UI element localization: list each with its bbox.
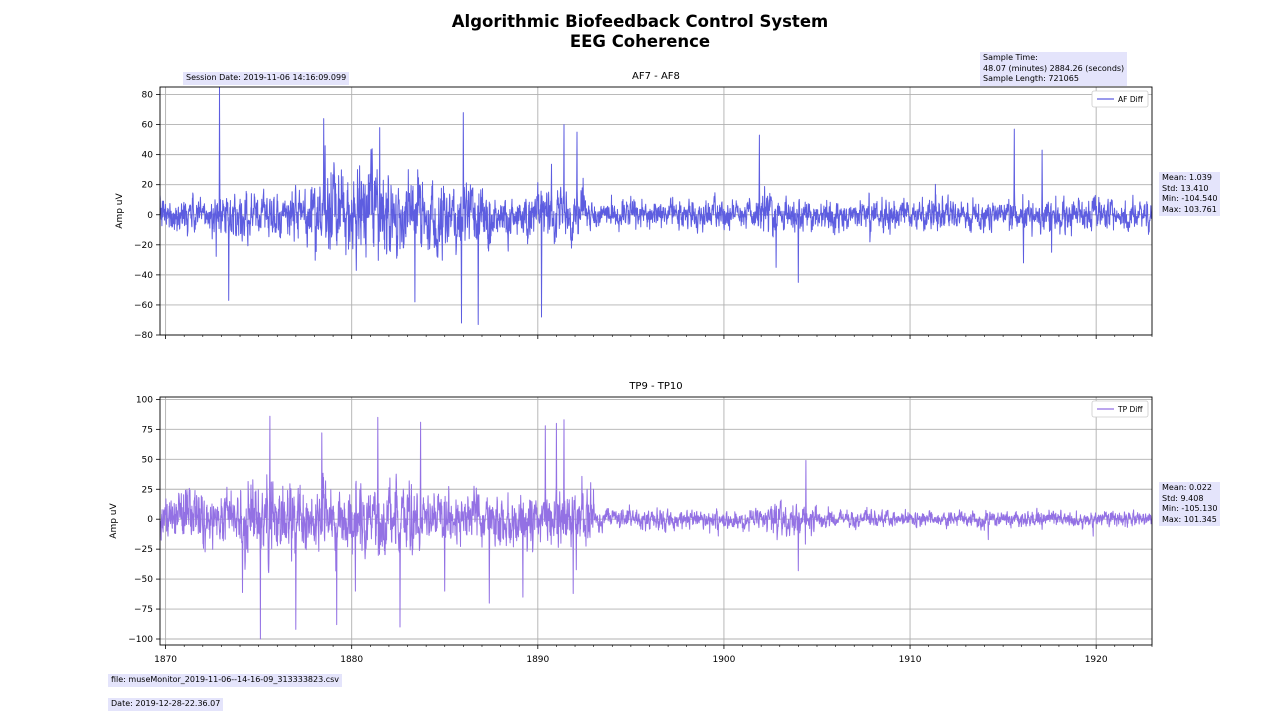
x-tick-label: 1900 — [712, 655, 735, 665]
chart-panel: −80 −60 −40 −20 0 20 40 60 80 AF7 - AF8 Amp uV AF D… — [115, 71, 1153, 341]
y-tick-label: 0 — [147, 515, 153, 525]
stats-line: Min: -104.540 — [1162, 194, 1218, 203]
stats-box-tp: Mean: 0.022 Std: 9.408 Min: -105.130 Max… — [1159, 482, 1221, 526]
x-tick-label: 1870 — [154, 655, 177, 665]
series-line-af-diff — [160, 87, 1152, 325]
y-tick-label: 40 — [142, 151, 154, 161]
plot-frame — [159, 396, 1153, 646]
legend-box — [1091, 400, 1149, 418]
sample-time-line: 48.07 (minutes) 2884.26 (seconds) — [983, 63, 1125, 73]
y-tick-label: −75 — [134, 605, 153, 615]
y-tick-label: 80 — [142, 91, 154, 101]
session-date-box: Session Date: 2019-11-06 14:16:09.099 — [183, 72, 350, 85]
y-tick-label: −25 — [134, 545, 153, 555]
figure-title-block: Algorithmic Biofeedback Control System E… — [0, 12, 1280, 52]
stats-line: Max: 101.345 — [1162, 514, 1217, 524]
y-tick-label: −40 — [134, 271, 153, 281]
legend-label: AF Diff — [1118, 95, 1144, 104]
x-tick-label: 1880 — [340, 655, 363, 665]
y-tick-label: −50 — [134, 575, 153, 585]
y-tick-label: 0 — [147, 211, 153, 221]
file-label-box: file: museMonitor_2019-11-06--14-16-09_3… — [108, 674, 343, 687]
y-tick-label: −20 — [134, 241, 153, 251]
sample-time-box: Sample Time: 48.07 (minutes) 2884.26 (se… — [980, 52, 1128, 86]
chart-title: AF7 - AF8 — [632, 71, 680, 82]
y-tick-label: −80 — [134, 331, 153, 341]
y-tick-label: 75 — [142, 425, 153, 435]
y-axis-label: Amp uV — [115, 192, 125, 228]
x-tick-label: 1890 — [526, 655, 549, 665]
legend: TP Diff — [1091, 400, 1149, 418]
sample-time-line: Sample Length: 721065 — [983, 74, 1079, 83]
y-tick-label: 60 — [142, 121, 154, 131]
chart-panel: 1870 1880 1890 1900 1910 1920 −100 −75 −50 −25 0 25… — [109, 381, 1153, 665]
y-tick-label: −100 — [128, 635, 153, 645]
y-tick-label: 20 — [142, 181, 154, 191]
date-label-box: Date: 2019-12-28-22.36.07 — [108, 698, 224, 711]
legend-label: TP Diff — [1117, 405, 1143, 414]
x-tick-label: 1910 — [899, 655, 922, 665]
y-tick-label: −60 — [134, 301, 153, 311]
series-line-tp-diff — [160, 415, 1152, 640]
stats-line: Mean: 1.039 — [1162, 173, 1212, 182]
y-tick-label: 25 — [142, 485, 153, 495]
y-tick-label: 50 — [142, 455, 154, 465]
stats-line: Min: -105.130 — [1162, 504, 1218, 513]
x-tick-label: 1920 — [1085, 655, 1108, 665]
y-axis-label: Amp uV — [109, 502, 119, 538]
figure-title: Algorithmic Biofeedback Control System — [451, 12, 829, 31]
legend-box — [1091, 90, 1149, 108]
sample-time-line: Sample Time: — [983, 53, 1038, 62]
plot-frame — [159, 86, 1153, 336]
chart-title: TP9 - TP10 — [628, 381, 682, 392]
y-tick-label: 100 — [136, 395, 153, 405]
stats-box-af: Mean: 1.039 Std: 13.410 Min: -104.540 Ma… — [1159, 172, 1221, 216]
figure-subtitle: EEG Coherence — [569, 32, 711, 51]
stats-line: Max: 103.761 — [1162, 204, 1217, 214]
stats-line: Std: 13.410 — [1162, 183, 1209, 193]
legend: AF Diff — [1091, 90, 1149, 108]
stats-line: Std: 9.408 — [1162, 493, 1204, 503]
stats-line: Mean: 0.022 — [1162, 483, 1212, 492]
